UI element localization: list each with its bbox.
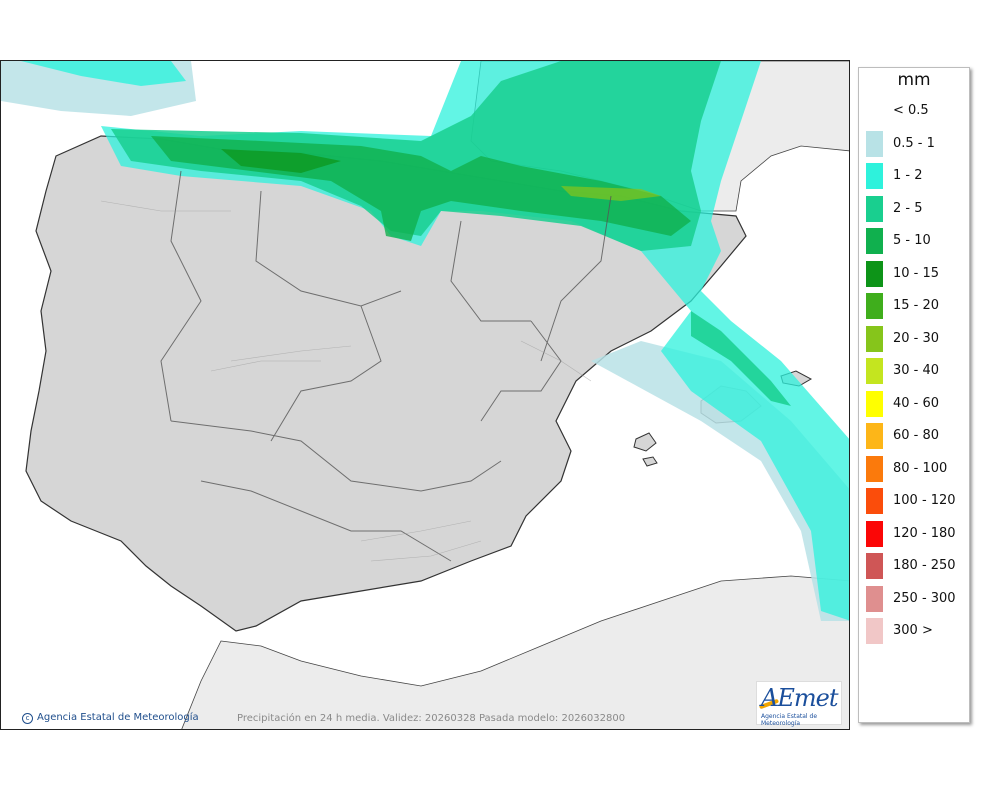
relief-shading [100, 200, 592, 562]
legend-swatch [866, 390, 883, 417]
legend-item: 1 - 2 [863, 163, 967, 189]
legend-item: 10 - 15 [863, 260, 967, 287]
legend-swatch [866, 98, 883, 124]
legend-label: 60 - 80 [893, 428, 940, 443]
ibiza [633, 432, 657, 452]
legend-label: 300 > [893, 623, 933, 638]
legend-swatch [866, 520, 883, 547]
legend-label: 2 - 5 [893, 200, 923, 216]
legend-label: 80 - 100 [893, 460, 948, 476]
legend-swatch [866, 293, 883, 319]
copyright-text: Agencia Estatal de Meteorología [37, 712, 199, 723]
legend-label: 100 - 120 [893, 493, 956, 508]
precip-band-medium [21, 61, 186, 86]
legend-swatch [866, 195, 883, 222]
legend-label: 40 - 60 [893, 395, 940, 411]
legend-item: 180 - 250 [863, 553, 967, 579]
legend-item: 40 - 60 [863, 390, 967, 417]
legend-swatch [866, 455, 883, 482]
legend-swatch [866, 163, 883, 189]
copyright-icon: c [22, 713, 33, 724]
legend-item: 60 - 80 [863, 423, 967, 449]
legend-item: 300 > [863, 618, 967, 644]
legend-label: 10 - 15 [893, 265, 940, 281]
legend-swatch [866, 325, 883, 352]
legend-item: 30 - 40 [863, 358, 967, 384]
logo-subtitle: Agencia Estatal de Meteorología [761, 713, 818, 727]
formentera [642, 456, 658, 467]
legend-item: 2 - 5 [863, 195, 967, 222]
legend-swatch [866, 423, 883, 449]
legend-panel: mm < 0.5 0.5 - 1 1 - 2 2 - 5 5 - 10 10 - 15 15… [858, 67, 970, 723]
copyright-notice: c Agencia Estatal de Meteorología [22, 712, 199, 724]
legend-swatch [866, 585, 883, 612]
aemet-logo: AEmet Agencia Estatal de Meteorología [756, 681, 842, 727]
legend-item: 100 - 120 [863, 488, 967, 514]
precip-band-2-5-east [691, 311, 791, 406]
legend-item: 20 - 30 [863, 325, 967, 352]
region-borders [160, 170, 612, 562]
legend-label: 0.5 - 1 [893, 135, 935, 151]
legend-swatch [866, 553, 883, 579]
legend-swatch [866, 228, 883, 254]
legend-item: 15 - 20 [863, 293, 967, 319]
legend-item: 0.5 - 1 [863, 130, 967, 157]
legend-item: 80 - 100 [863, 455, 967, 482]
legend-label: 1 - 2 [893, 168, 923, 183]
legend-label: 180 - 250 [893, 558, 956, 573]
legend-unit: mm [897, 70, 931, 90]
legend-item: 250 - 300 [863, 585, 967, 612]
logo-word: AEmet [761, 684, 838, 712]
legend-label: 30 - 40 [893, 363, 940, 378]
africa-land [181, 575, 849, 729]
legend-label: 250 - 300 [893, 590, 956, 606]
precip-band-10-15 [221, 149, 341, 173]
legend-label: < 0.5 [893, 103, 929, 118]
legend-swatch [866, 488, 883, 514]
legend-item: < 0.5 [863, 98, 967, 124]
legend-swatch [866, 618, 883, 644]
map-svg [1, 61, 849, 729]
legend-item: 5 - 10 [863, 228, 967, 254]
legend-label: 120 - 180 [893, 525, 956, 541]
legend-label: 20 - 30 [893, 330, 940, 346]
legend-label: 15 - 20 [893, 298, 940, 313]
legend-swatch [866, 130, 883, 157]
legend-label: 5 - 10 [893, 233, 931, 248]
legend-item: 120 - 180 [863, 520, 967, 547]
map-caption: Precipitación en 24 h media. Validez: 20… [237, 713, 626, 724]
precip-band-15-20 [561, 186, 661, 201]
legend-swatch [866, 260, 883, 287]
legend-swatch [866, 358, 883, 384]
precipitation-map: AEmet Agencia Estatal de Meteorología [0, 60, 850, 730]
